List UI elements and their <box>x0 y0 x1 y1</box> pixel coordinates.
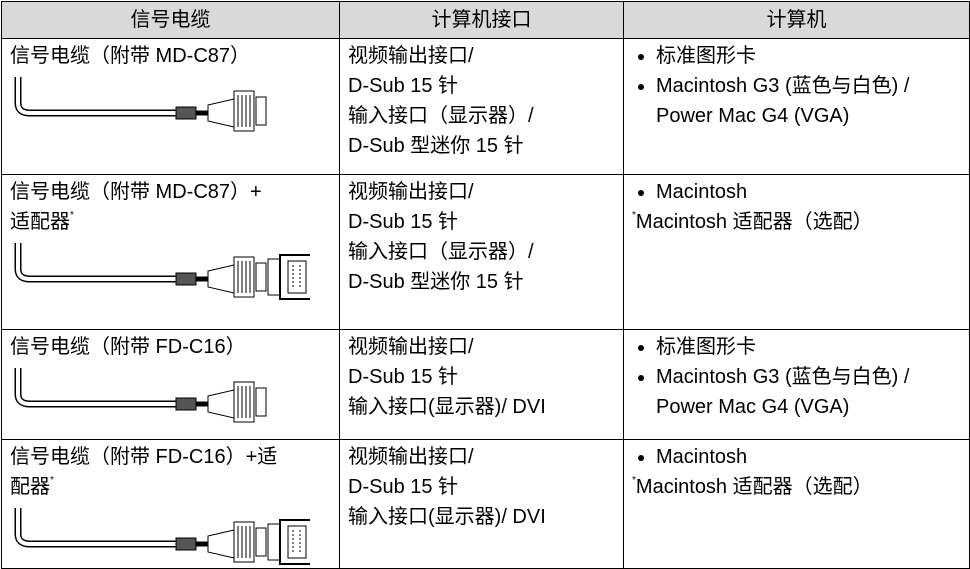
header-cell: 信号电缆 <box>1 1 340 39</box>
interface-line: 视频输出接口/ <box>348 181 474 203</box>
interface-line: 视频输出接口/ <box>348 45 474 67</box>
computer-cell: 标准图形卡Macintosh G3 (蓝色与白色) / Power Mac G4… <box>623 329 970 440</box>
interface-line: D-Sub 型迷你 15 针 <box>348 271 524 293</box>
cable-name: 信号电缆（附带 MD-C87）+ <box>10 181 262 203</box>
header-row: 信号电缆 计算机接口 计算机 <box>1 1 970 39</box>
computer-item: Macintosh G3 (蓝色与白色) / Power Mac G4 (VGA… <box>656 362 961 422</box>
table-row: 信号电缆（附带 MD-C87） 视频输出接口/D-Sub 15 针输入接口（显示器… <box>1 38 970 175</box>
note-text: Macintosh 适配器（选配） <box>635 476 873 498</box>
computer-list: Macintosh <box>632 177 961 207</box>
interface-line: 输入接口(显示器)/ DVI <box>348 396 546 418</box>
interface-cell: 视频输出接口/D-Sub 15 针输入接口（显示器）/ D-Sub 型迷你 15 … <box>339 38 624 175</box>
interface-line: D-Sub 15 针 <box>348 366 459 388</box>
interface-line: D-Sub 型迷你 15 针 <box>348 135 524 157</box>
interface-cell: 视频输出接口/D-Sub 15 针输入接口（显示器）/ D-Sub 型迷你 15 … <box>339 174 624 330</box>
computer-item: 标准图形卡 <box>656 41 961 71</box>
interface-line: D-Sub 15 针 <box>348 476 459 498</box>
cable-illustration <box>10 77 310 135</box>
interface-cell: 视频输出接口/D-Sub 15 针输入接口(显示器)/ DVI <box>339 329 624 440</box>
cable-cell: 信号电缆（附带 MD-C87）+ 适配器* <box>1 174 340 330</box>
cable-illustration <box>10 243 310 301</box>
cable-name: 适配器* <box>10 210 74 234</box>
note: *Macintosh 适配器（选配） <box>632 207 961 237</box>
interface-line: 输入接口（显示器）/ <box>348 105 534 127</box>
cable-name: 信号电缆（附带 FD-C16） <box>10 336 246 358</box>
computer-item: Macintosh <box>656 442 961 472</box>
computer-item: 标准图形卡 <box>656 332 961 362</box>
interface-line: 视频输出接口/ <box>348 446 474 468</box>
interface-line: D-Sub 15 针 <box>348 211 459 233</box>
cable-cell: 信号电缆（附带 FD-C16）+适 配器* <box>1 439 340 569</box>
computer-cell: Macintosh*Macintosh 适配器（选配） <box>623 174 970 330</box>
computer-cell: Macintosh*Macintosh 适配器（选配） <box>623 439 970 569</box>
footnote-mark: * <box>632 475 636 486</box>
cable-cell: 信号电缆（附带 FD-C16） <box>1 329 340 440</box>
header-cell: 计算机接口 <box>339 1 624 39</box>
cable-illustration <box>10 368 310 426</box>
interface-line: 输入接口（显示器）/ <box>348 241 534 263</box>
computer-list: 标准图形卡Macintosh G3 (蓝色与白色) / Power Mac G4… <box>632 41 961 131</box>
footnote-mark: * <box>70 210 74 221</box>
computer-list: 标准图形卡Macintosh G3 (蓝色与白色) / Power Mac G4… <box>632 332 961 422</box>
interface-cell: 视频输出接口/D-Sub 15 针输入接口(显示器)/ DVI <box>339 439 624 569</box>
footnote-mark: * <box>632 210 636 221</box>
interface-line: 视频输出接口/ <box>348 336 474 358</box>
cable-name: 信号电缆（附带 FD-C16）+适 <box>10 446 278 468</box>
footnote-mark: * <box>50 475 54 486</box>
header-cell: 计算机 <box>623 1 970 39</box>
computer-item: Macintosh G3 (蓝色与白色) / Power Mac G4 (VGA… <box>656 71 961 131</box>
interface-line: 输入接口(显示器)/ DVI <box>348 506 546 528</box>
computer-cell: 标准图形卡Macintosh G3 (蓝色与白色) / Power Mac G4… <box>623 38 970 175</box>
note-text: Macintosh 适配器（选配） <box>635 211 873 233</box>
table-body: 信号电缆（附带 MD-C87） 视频输出接口/D-Sub 15 针输入接口（显示器… <box>1 38 970 569</box>
note: *Macintosh 适配器（选配） <box>632 472 961 502</box>
table-row: 信号电缆（附带 FD-C16）+适 配器* 视频输出接口/D-Sub 15 针输入接… <box>1 439 970 569</box>
cable-illustration <box>10 508 310 566</box>
table-row: 信号电缆（附带 FD-C16） 视频输出接口/D-Sub 15 针输入接口(显示器… <box>1 329 970 440</box>
cable-cell: 信号电缆（附带 MD-C87） <box>1 38 340 175</box>
computer-item: Macintosh <box>656 177 961 207</box>
table-row: 信号电缆（附带 MD-C87）+ 适配器* 视频输出接口/D-Sub 15 针输入接… <box>1 174 970 330</box>
interface-line: D-Sub 15 针 <box>348 75 459 97</box>
computer-list: Macintosh <box>632 442 961 472</box>
cable-name: 信号电缆（附带 MD-C87） <box>10 45 251 67</box>
cable-name: 配器* <box>10 475 54 499</box>
page: 信号电缆 计算机接口 计算机 信号电缆（附带 MD-C87） 视频输出接口/D-S… <box>0 0 970 553</box>
